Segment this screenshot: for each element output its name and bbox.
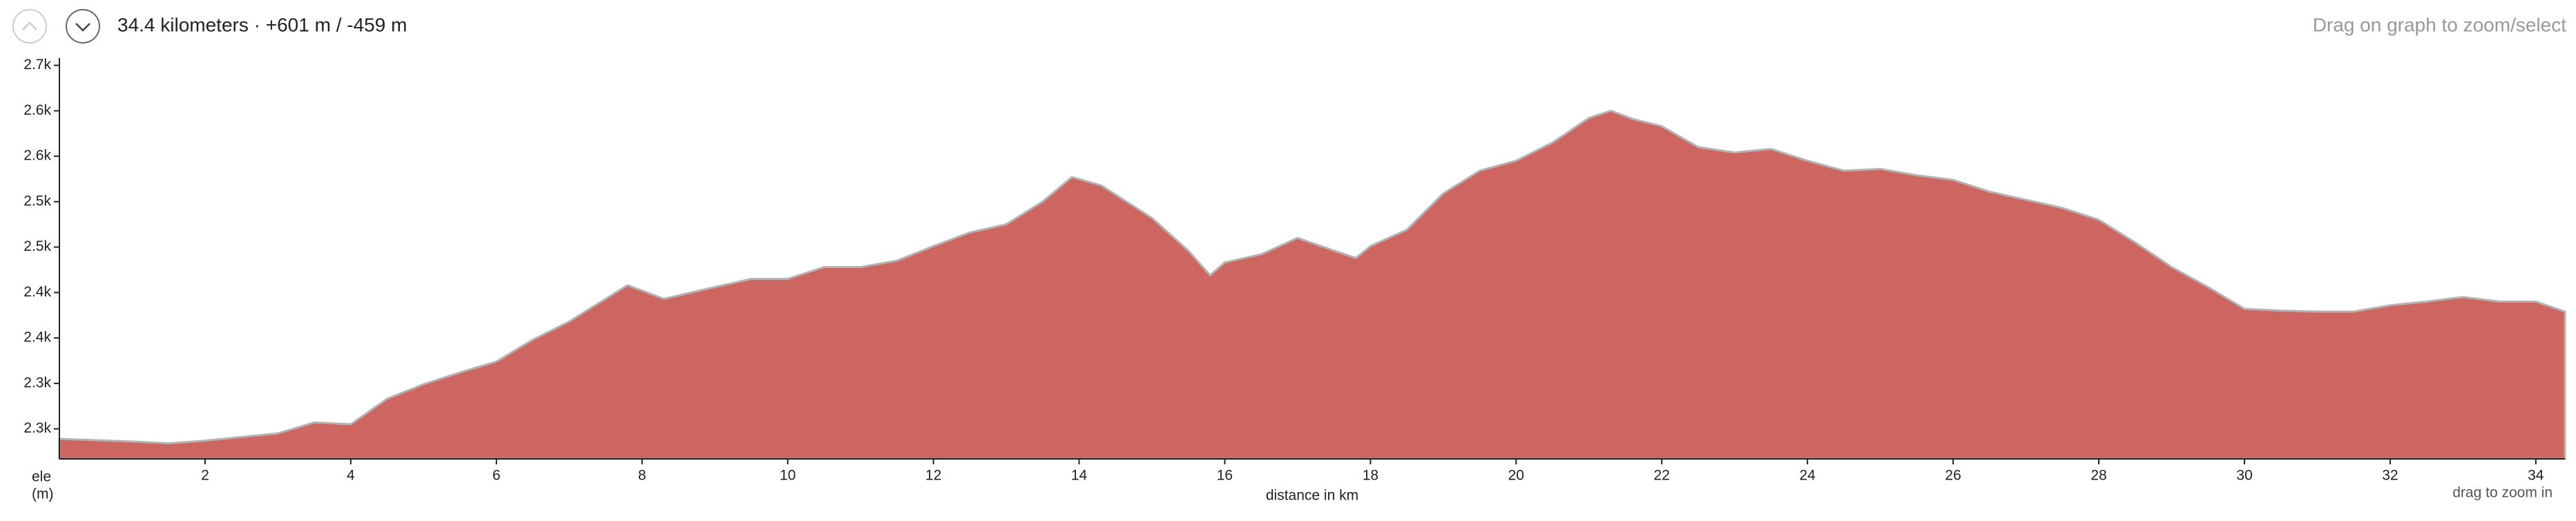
route-summary: 34.4 kilometers · +601 m / -459 m <box>117 14 407 35</box>
x-tick-label: 20 <box>1508 468 1524 484</box>
x-tick-label: 4 <box>347 468 355 484</box>
collapse-button[interactable] <box>12 9 47 44</box>
y-tick-label: 2.3k <box>23 375 51 390</box>
y-tick-label: 2.5k <box>23 193 51 209</box>
y-axis-label: ele <box>32 469 51 485</box>
x-tick-label: 30 <box>2236 468 2252 484</box>
x-tick-label: 2 <box>201 468 209 484</box>
x-tick-label: 8 <box>638 468 646 484</box>
x-tick-label: 12 <box>925 468 941 484</box>
x-tick-label: 26 <box>1945 468 1961 484</box>
y-tick-label: 2.4k <box>23 330 51 345</box>
collapse-icon <box>22 21 37 30</box>
y-tick-label: 2.4k <box>23 284 51 300</box>
x-tick-label: 6 <box>492 468 501 484</box>
y-tick-label: 2.7k <box>23 57 51 73</box>
x-tick-label: 16 <box>1217 468 1233 484</box>
y-axis-unit: (m) <box>32 486 53 502</box>
y-tick-label: 2.6k <box>23 148 51 164</box>
elevation-area <box>58 109 2566 460</box>
x-tick-label: 14 <box>1071 468 1088 484</box>
x-axis-label: distance in km <box>1266 488 1358 504</box>
x-tick-label: 22 <box>1654 468 1670 484</box>
expand-button[interactable] <box>66 9 100 44</box>
x-tick-label: 18 <box>1363 468 1378 484</box>
drag-hint: Drag on graph to zoom/select <box>2313 14 2567 35</box>
expand-icon <box>75 23 90 32</box>
y-tick-label: 2.6k <box>23 102 51 118</box>
y-tick-label: 2.5k <box>23 238 51 254</box>
x-tick-label: 24 <box>1799 468 1816 484</box>
x-tick-label: 34 <box>2528 468 2544 484</box>
x-tick-label: 10 <box>780 468 796 484</box>
zoom-hint: drag to zoom in <box>2452 485 2553 501</box>
x-tick-label: 28 <box>2090 468 2106 484</box>
x-tick-label: 32 <box>2382 468 2398 484</box>
y-tick-label: 2.3k <box>23 420 51 436</box>
